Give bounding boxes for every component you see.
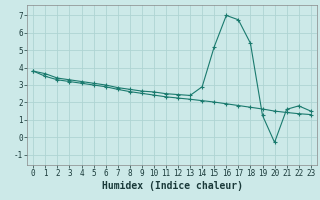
X-axis label: Humidex (Indice chaleur): Humidex (Indice chaleur): [101, 181, 243, 191]
